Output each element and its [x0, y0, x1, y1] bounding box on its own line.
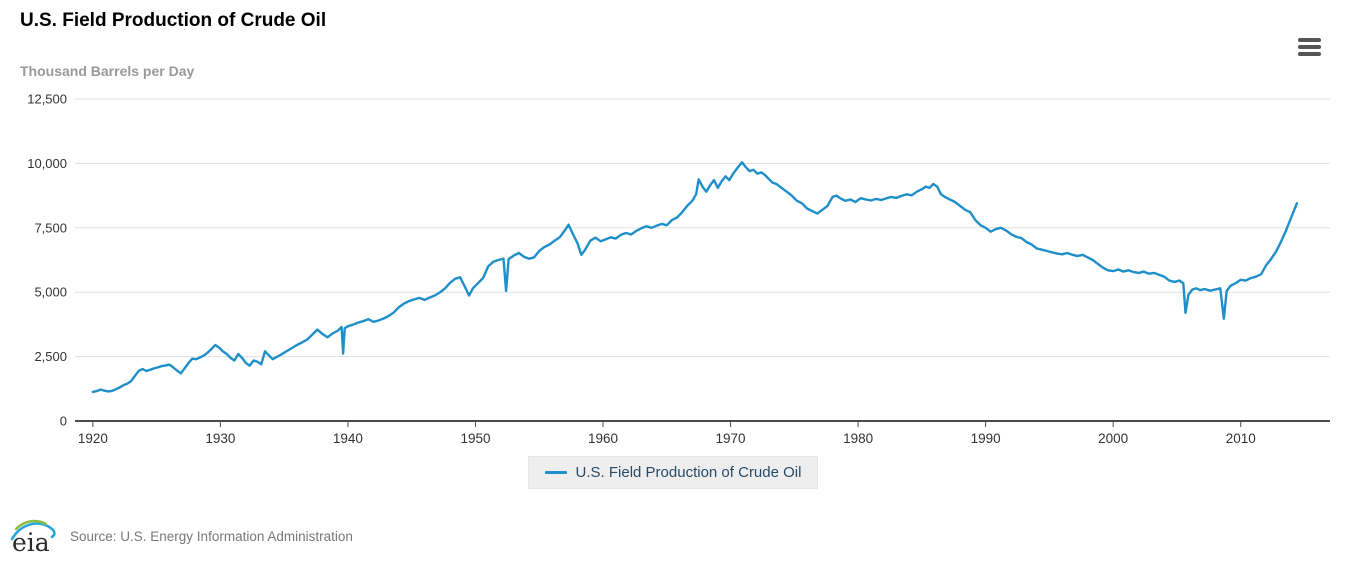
x-tick-label: 1940: [333, 431, 363, 446]
legend-series-label: U.S. Field Production of Crude Oil: [575, 464, 802, 481]
y-axis-unit-label: Thousand Barrels per Day: [20, 63, 195, 79]
x-tick-label: 1920: [78, 431, 108, 446]
x-tick-label: 1950: [460, 431, 490, 446]
legend: U.S. Field Production of Crude Oil: [0, 456, 1346, 489]
hamburger-menu-icon: [1298, 38, 1321, 42]
hamburger-menu-icon: [1298, 52, 1321, 56]
eia-logo: eia: [10, 519, 56, 556]
hamburger-menu-icon: [1298, 45, 1321, 49]
y-tick-label: 2,500: [34, 349, 67, 364]
x-tick-label: 1960: [588, 431, 618, 446]
legend-series-dash-icon: [544, 471, 567, 474]
y-tick-label: 5,000: [34, 285, 67, 300]
eia-logo-green-swoosh-icon: [14, 519, 48, 531]
series-line-crude-oil[interactable]: [91, 161, 1299, 394]
x-tick-label: 1990: [971, 431, 1001, 446]
y-tick-label: 12,500: [27, 92, 67, 107]
y-tick-label: 10,000: [27, 156, 67, 171]
y-tick-label: 0: [60, 414, 67, 429]
eia-logo-text: eia: [12, 528, 50, 556]
x-tick-label: 2000: [1098, 431, 1128, 446]
x-tick-label: 2010: [1226, 431, 1256, 446]
x-tick-label: 1930: [205, 431, 235, 446]
page-title: U.S. Field Production of Crude Oil: [20, 10, 327, 31]
legend-item-crude-oil[interactable]: U.S. Field Production of Crude Oil: [527, 456, 819, 489]
footer: eia Source: U.S. Energy Information Admi…: [10, 516, 353, 556]
y-tick-label: 7,500: [34, 220, 67, 235]
x-tick-label: 1980: [843, 431, 873, 446]
chart-plot-area[interactable]: 0 2,500 5,000 7,500 10,000 12,500 1920 1930 1940…: [0, 0, 1346, 455]
x-tick-label: 1970: [716, 431, 746, 446]
source-attribution: Source: U.S. Energy Information Administ…: [70, 528, 353, 544]
eia-logo-blue-swoosh-icon: [10, 522, 56, 541]
export-menu-button[interactable]: [1298, 36, 1322, 58]
